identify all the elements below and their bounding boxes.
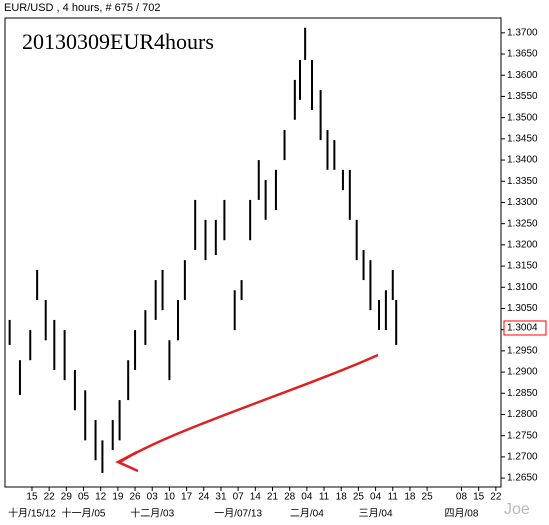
plot-frame	[4, 17, 502, 488]
x-tick-label: 31	[215, 492, 227, 503]
x-tick-label: 25	[422, 492, 434, 503]
y-tick-label: 1.3200	[507, 240, 538, 251]
x-tick-label: 25	[353, 492, 365, 503]
month-label: 十月/15/12	[8, 507, 56, 520]
x-tick-label: 05	[78, 492, 90, 503]
month-label: 十一月/05	[62, 507, 106, 520]
last-price-label: 1.3004	[507, 323, 538, 334]
month-label: 十二月/03	[130, 507, 174, 520]
x-tick-label: 18	[336, 492, 348, 503]
y-tick-label: 1.3350	[507, 176, 538, 187]
y-tick-label: 1.3250	[507, 218, 538, 229]
x-tick-label: 15	[473, 492, 485, 503]
month-label: 四月/08	[445, 508, 479, 520]
y-tick-label: 1.3300	[507, 197, 538, 208]
y-tick-label: 1.2800	[507, 409, 538, 420]
x-tick-label: 22	[490, 492, 502, 503]
x-tick-label: 21	[267, 492, 279, 503]
y-tick-label: 1.2650	[507, 473, 538, 484]
y-tick-label: 1.2850	[507, 388, 538, 399]
x-tick-label: 29	[61, 492, 73, 503]
x-tick-label: 08	[456, 492, 468, 503]
x-tick-label: 19	[112, 492, 124, 503]
watermark: Joe	[504, 501, 530, 518]
x-tick-label: 04	[301, 492, 313, 503]
y-tick-label: 1.2950	[507, 346, 538, 357]
month-label: 二月/04	[290, 508, 324, 520]
y-tick-label: 1.2750	[507, 430, 538, 441]
arrow	[119, 353, 379, 464]
y-tick-label: 1.3050	[507, 303, 538, 314]
x-tick-label: 28	[284, 492, 296, 503]
month-label: 一月/07/13	[214, 508, 262, 520]
x-tick-label: 07	[233, 492, 245, 503]
x-tick-label: 12	[95, 492, 107, 503]
y-tick-label: 1.2900	[507, 367, 538, 378]
y-tick-label: 1.3150	[507, 261, 538, 272]
y-tick-label: 1.3550	[507, 91, 538, 102]
x-tick-label: 04	[370, 492, 382, 503]
x-tick-label: 24	[198, 492, 210, 503]
x-tick-label: 26	[129, 492, 141, 503]
y-tick-label: 1.3500	[507, 112, 538, 123]
x-tick-label: 14	[250, 492, 262, 503]
y-tick-label: 1.3600	[507, 70, 538, 81]
y-tick-label: 1.2700	[507, 452, 538, 463]
y-tick-label: 1.3650	[507, 49, 538, 60]
month-label: 三月/04	[359, 508, 393, 520]
y-tick-label: 1.3400	[507, 155, 538, 166]
y-tick-label: 1.3100	[507, 282, 538, 293]
arrow-head	[115, 450, 139, 473]
x-tick-label: 17	[181, 492, 193, 503]
x-tick-label: 03	[147, 492, 159, 503]
x-tick-label: 18	[404, 492, 416, 503]
y-tick-label: 1.3700	[507, 27, 538, 38]
x-tick-label: 15	[26, 492, 38, 503]
chart-title: 20130309EUR4hours	[22, 29, 214, 54]
x-tick-label: 11	[388, 492, 399, 503]
x-tick-label: 22	[44, 492, 56, 503]
x-tick-label: 10	[164, 492, 176, 503]
chart-header: EUR/USD , 4 hours, # 675 / 702	[4, 2, 161, 14]
last-price-box	[503, 320, 547, 336]
y-tick-label: 1.3450	[507, 133, 538, 144]
x-tick-label: 11	[319, 492, 330, 503]
